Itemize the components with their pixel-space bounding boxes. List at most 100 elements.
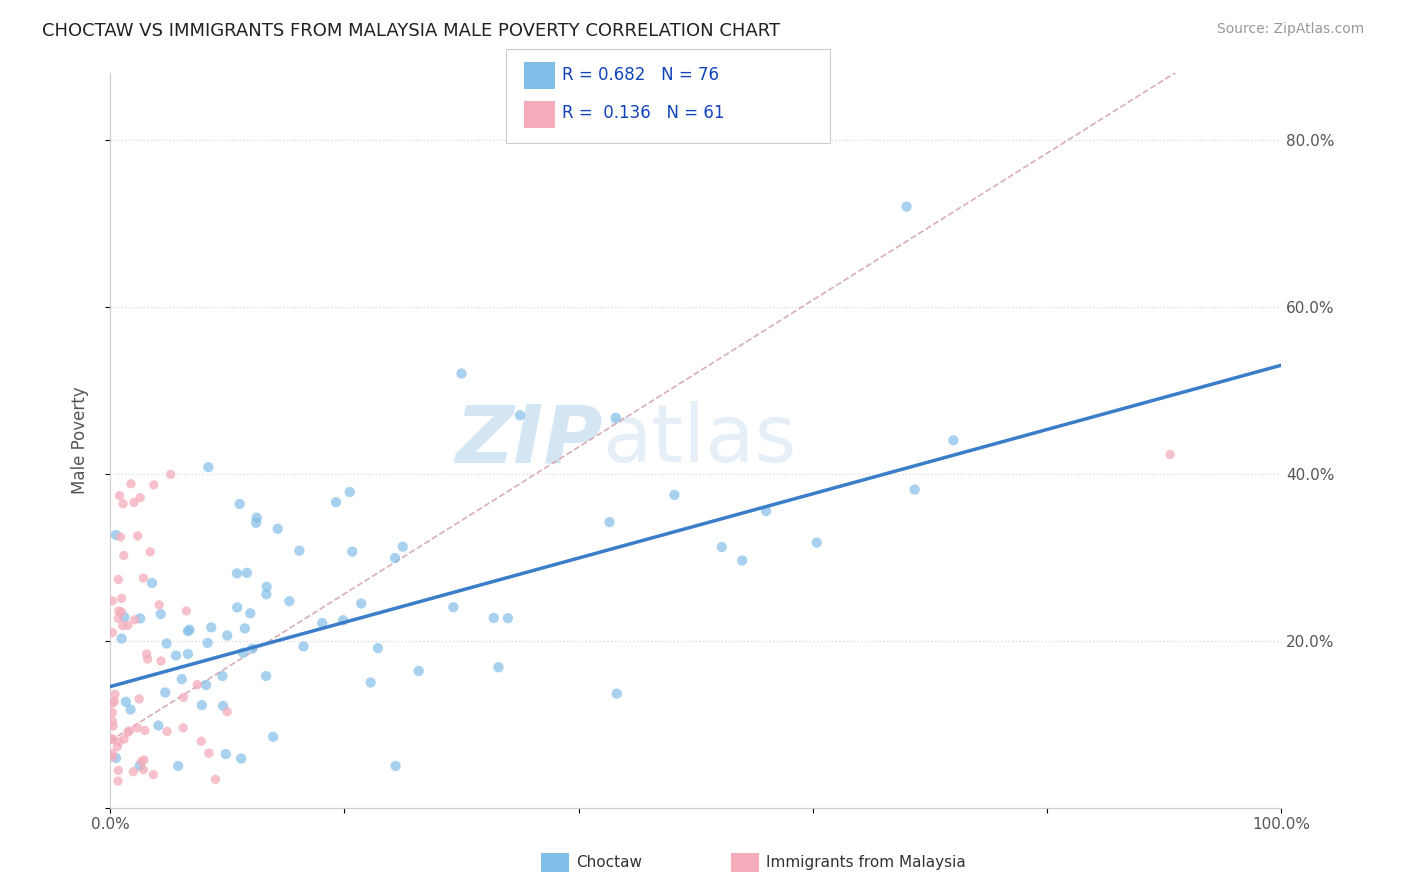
Text: Immigrants from Malaysia: Immigrants from Malaysia [766,855,966,870]
Point [101,719,124,733]
Point [486,660,509,674]
Point [127,721,149,735]
Point [107,604,129,618]
Point [311,616,333,631]
Point [384,551,406,566]
Point [128,692,150,706]
Point [124,613,146,627]
Point [236,566,259,580]
Point [156,724,179,739]
Point [129,611,152,625]
Point [108,489,131,503]
Point [103,694,125,708]
Text: atlas: atlas [602,401,796,479]
Point [155,636,177,650]
Point [204,772,226,787]
Point [191,698,214,713]
Point [172,721,194,735]
Point [245,516,267,530]
Point [101,714,124,728]
Point [120,476,142,491]
Point [101,731,124,746]
Point [231,751,253,765]
Point [755,504,778,518]
Point [170,672,193,686]
Point [110,632,132,646]
Point [101,594,124,608]
Point [118,723,141,738]
Point [228,497,250,511]
Point [731,553,754,567]
Point [256,580,278,594]
Point [176,604,198,618]
Point [136,652,159,666]
Point [942,434,965,448]
Point [148,598,170,612]
Point [254,669,277,683]
Point [120,702,142,716]
Point [155,685,177,699]
Point [107,611,129,625]
Point [262,730,284,744]
Point [195,678,218,692]
Point [104,528,127,542]
Point [114,610,136,624]
Point [101,750,124,764]
Point [101,625,124,640]
Point [177,624,200,639]
Point [215,747,238,761]
Point [122,495,145,509]
Point [233,622,256,636]
Point [367,641,389,656]
Point [107,573,129,587]
Point [226,600,249,615]
Point [105,739,128,754]
Point [190,734,212,748]
Point [165,648,187,663]
Point [132,763,155,777]
Point [101,747,124,761]
Point [186,678,208,692]
Point [117,618,139,632]
Point [110,530,132,544]
Point [115,695,138,709]
Point [384,759,406,773]
Point [806,535,828,549]
Point [710,540,733,554]
Point [217,628,239,642]
Point [127,529,149,543]
Point [197,460,219,475]
Point [101,732,124,747]
Point [332,613,354,627]
Point [211,669,233,683]
Point [148,718,170,732]
Point [197,636,219,650]
Point [212,698,235,713]
Point [198,746,221,760]
Point [110,591,132,606]
Point [217,705,239,719]
Point [112,497,135,511]
Point [131,755,153,769]
Text: R =  0.136   N = 61: R = 0.136 N = 61 [562,104,725,122]
Point [173,690,195,705]
Point [122,764,145,779]
Point [128,759,150,773]
Point [101,696,124,710]
Point [482,611,505,625]
Point [254,587,277,601]
Point [179,623,201,637]
Point [226,566,249,581]
Point [139,545,162,559]
Point [408,664,430,678]
Point [441,600,464,615]
Point [325,495,347,509]
Point [111,618,134,632]
Point [200,620,222,634]
Point [141,575,163,590]
Point [150,654,173,668]
Point [142,767,165,781]
Point [117,725,139,739]
Point [288,543,311,558]
Text: R = 0.682   N = 76: R = 0.682 N = 76 [562,66,720,84]
